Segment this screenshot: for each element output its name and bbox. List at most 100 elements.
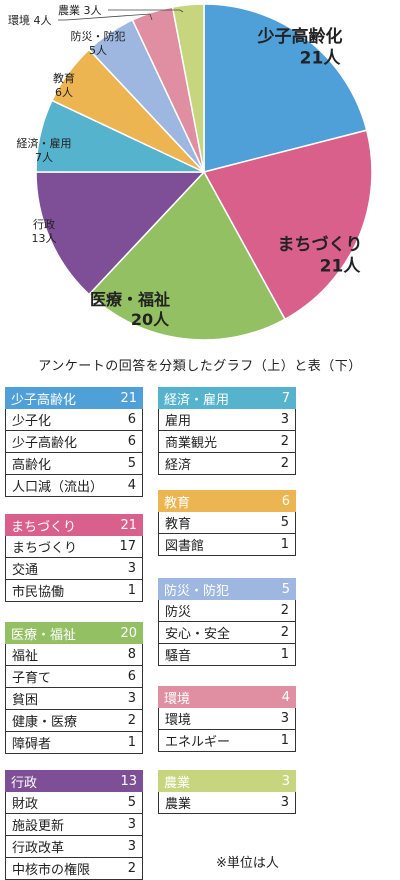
leader-line [108, 9, 184, 13]
table-row: エネルギー 1 [158, 730, 296, 752]
category-table: 医療・福祉 20 福祉 8 子育て 6 貧困 3 健康・医療 2 障碍者 1 [5, 622, 143, 754]
row-value: 3 [127, 817, 136, 832]
table-row: 市民協働 1 [5, 580, 143, 602]
row-label: 防災 [165, 605, 192, 620]
row-label: 図書館 [165, 539, 205, 554]
table-row: 貧困 3 [5, 688, 143, 710]
table-total: 20 [120, 625, 137, 641]
pie-slice [202, 129, 373, 321]
row-label: 騒音 [165, 649, 192, 664]
row-label: 行政改革 [12, 841, 65, 856]
row-value: 2 [280, 456, 289, 471]
row-value: 6 [127, 412, 136, 427]
table-row: まちづくり 17 [5, 536, 143, 558]
table-total: 4 [281, 689, 290, 705]
table-row: 経済 2 [158, 453, 296, 475]
row-value: 3 [280, 412, 289, 427]
category-table: 防災・防犯 5 防災 2 安心・安全 2 騒音 1 [158, 578, 296, 666]
table-row: 交通 3 [5, 558, 143, 580]
category-table: 経済・雇用 7 雇用 3 商業観光 2 経済 2 [158, 387, 296, 475]
row-label: 少子高齢化 [12, 436, 78, 451]
row-label: 教育 [165, 517, 192, 532]
table-header: 行政 13 [5, 770, 143, 792]
row-label: 障碍者 [12, 737, 52, 752]
row-label: 人口減（流出） [12, 480, 104, 495]
row-value: 6 [127, 669, 136, 684]
table-total: 3 [281, 773, 290, 789]
table-header: 環境 4 [158, 686, 296, 708]
table-row: 少子高齢化 6 [5, 431, 143, 453]
pie-slice [171, 3, 205, 173]
table-header: 少子高齢化 21 [5, 387, 143, 409]
row-label: 安心・安全 [165, 627, 231, 642]
slice-label: 少子高齢化 21人 [257, 26, 343, 68]
table-header: 教育 6 [158, 490, 296, 512]
table-row: 図書館 1 [158, 534, 296, 556]
table-title: 少子高齢化 [11, 392, 77, 408]
row-value: 2 [280, 625, 289, 640]
row-value: 6 [127, 434, 136, 449]
slice-label: 防災・防犯 5人 [71, 29, 126, 57]
row-value: 1 [280, 647, 289, 662]
row-label: 雇用 [165, 414, 192, 429]
row-value: 1 [280, 733, 289, 748]
category-table: 行政 13 財政 5 施設更新 3 行政改革 3 中核市の権限 2 [5, 770, 143, 880]
leader-line [58, 13, 153, 21]
table-row: 環境 3 [158, 708, 296, 730]
row-label: まちづくり [12, 541, 78, 556]
table-row: 安心・安全 2 [158, 622, 296, 644]
table-header: 経済・雇用 7 [158, 387, 296, 409]
table-title: まちづくり [11, 519, 77, 535]
row-label: 少子化 [12, 414, 52, 429]
category-table: 環境 4 環境 3 エネルギー 1 [158, 686, 296, 752]
table-row: 人口減（流出） 4 [5, 475, 143, 497]
pie-slice [87, 170, 286, 341]
table-title: 教育 [164, 495, 191, 511]
row-value: 4 [127, 478, 136, 493]
row-value: 5 [127, 795, 136, 810]
row-value: 2 [127, 713, 136, 728]
table-total: 7 [281, 390, 290, 406]
slice-label: 経済・雇用 7人 [17, 136, 72, 164]
table-total: 21 [120, 390, 137, 406]
slice-label: まちづくり 21人 [278, 235, 363, 276]
table-row: 教育 5 [158, 512, 296, 534]
slice-label: 環境 4人 [8, 13, 52, 27]
row-label: 市民協働 [12, 585, 65, 600]
table-row: 防災 2 [158, 600, 296, 622]
row-label: 交通 [12, 563, 39, 578]
table-row: 健康・医療 2 [5, 710, 143, 732]
row-value: 1 [127, 583, 136, 598]
table-row: 施設更新 3 [5, 814, 143, 836]
row-value: 5 [280, 515, 289, 530]
table-total: 5 [281, 581, 290, 597]
table-title: 行政 [11, 775, 38, 791]
table-row: 財政 5 [5, 792, 143, 814]
table-row: 騒音 1 [158, 644, 296, 666]
table-title: 経済・雇用 [164, 392, 230, 408]
table-title: 農業 [164, 775, 191, 791]
table-header: 防災・防犯 5 [158, 578, 296, 600]
pie-slice [35, 171, 206, 296]
category-table: 農業 3 農業 3 [158, 770, 296, 814]
row-value: 3 [280, 711, 289, 726]
table-total: 21 [120, 517, 137, 533]
table-row: 福祉 8 [5, 644, 143, 666]
chart-caption: アンケートの回答を分類したグラフ（上）と表（下） [38, 359, 362, 374]
table-header: 医療・福祉 20 [5, 622, 143, 644]
table-title: 環境 [164, 691, 191, 707]
row-value: 2 [127, 861, 136, 876]
slice-label: 行政 13人 [32, 217, 57, 245]
row-value: 1 [127, 735, 136, 750]
table-total: 13 [120, 773, 137, 789]
row-value: 3 [280, 795, 289, 810]
table-header: まちづくり 21 [5, 514, 143, 536]
table-row: 商業観光 2 [158, 431, 296, 453]
row-label: 中核市の権限 [12, 863, 91, 878]
row-label: 財政 [12, 797, 39, 812]
row-value: 3 [127, 839, 136, 854]
slice-label: 農業 3人 [58, 3, 102, 17]
pie-slice [203, 3, 368, 173]
row-value: 8 [127, 647, 136, 662]
